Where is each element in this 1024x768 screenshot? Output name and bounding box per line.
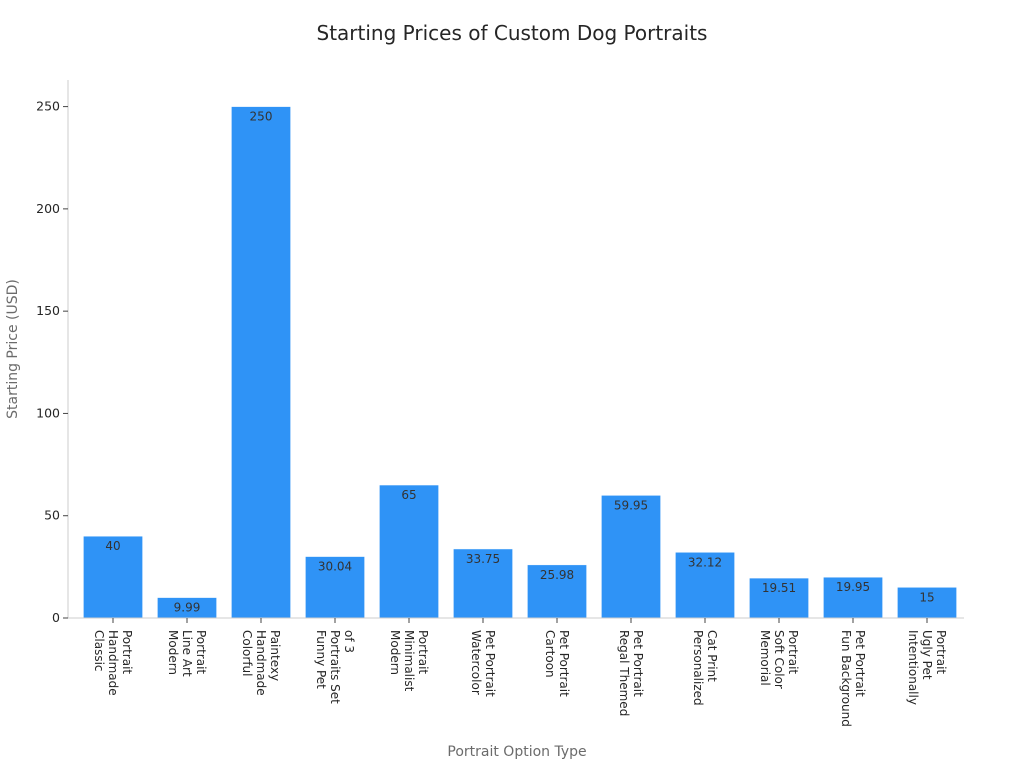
- x-tick-label-line: Pet Portrait: [557, 630, 571, 697]
- x-tick-label-line: Line Art: [180, 630, 194, 677]
- x-tick-label-line: Ugly Pet: [920, 630, 934, 680]
- bar-data-label: 250: [250, 110, 273, 124]
- x-tick-label-line: Classic: [92, 630, 106, 672]
- x-tick-label-line: Portrait: [194, 630, 208, 674]
- x-tick-label-line: Modern: [166, 630, 180, 675]
- x-tick-label-line: Paintexy: [268, 630, 282, 681]
- x-tick-label-line: Colorful: [240, 630, 254, 677]
- x-tick-label: Colorful Handmade Paintexy: [240, 630, 282, 696]
- bar: [897, 587, 957, 619]
- x-tick-label-line: Portrait: [416, 630, 430, 674]
- y-tick-label: 200: [36, 201, 60, 216]
- bar: [749, 577, 809, 619]
- x-tick-label-line: Handmade: [254, 630, 268, 696]
- x-tick-label-line: Pet Portrait: [631, 630, 645, 697]
- bar: [305, 556, 365, 619]
- y-tick-label: 250: [36, 99, 60, 114]
- x-tick-label-line: Memorial: [758, 630, 772, 686]
- y-tick-label: 0: [52, 610, 60, 625]
- x-axis-label: Portrait Option Type: [447, 744, 586, 760]
- chart-title: Starting Prices of Custom Dog Portraits: [317, 21, 708, 45]
- x-tick-label-line: Cartoon: [543, 630, 557, 678]
- x-tick-label: Cartoon Pet Portrait: [543, 630, 571, 697]
- bar-data-label: 19.95: [836, 580, 870, 594]
- x-tick-label-line: Fun Background: [839, 630, 853, 727]
- bar-data-label: 33.75: [466, 552, 500, 566]
- y-tick-label: 100: [36, 405, 60, 420]
- bar: [601, 495, 661, 619]
- x-tick-label-line: Intentionally: [906, 630, 920, 705]
- x-tick-label-line: Modern: [388, 630, 402, 675]
- bars-group: 40 9.99 250 30.04 65 33.75 25.98 59.95 32.12 19.5…: [83, 106, 957, 619]
- x-tick-label: Personalized Cat Print: [691, 630, 719, 706]
- bar-data-label: 25.98: [540, 568, 574, 582]
- bar-data-label: 40: [105, 539, 120, 553]
- x-tick-label-line: Pet Portrait: [483, 630, 497, 697]
- x-tick-label-line: Regal Themed: [617, 630, 631, 716]
- bar-data-label: 59.95: [614, 498, 648, 512]
- x-tick-label-line: Portrait: [120, 630, 134, 674]
- x-tick-label-line: Watercolor: [469, 630, 483, 695]
- x-tick-label: Classic Handmade Portrait: [92, 630, 134, 696]
- x-tick-label: Modern Line Art Portrait: [166, 630, 208, 677]
- y-tick-label: 150: [36, 303, 60, 318]
- y-axis-label: Starting Price (USD): [5, 279, 21, 419]
- x-axis: Classic Handmade Portrait Modern Line Art Por…: [68, 617, 964, 727]
- x-tick-label-line: Portraits Set: [328, 630, 342, 704]
- bar: [823, 576, 883, 619]
- bar: [379, 484, 439, 619]
- x-tick-label-line: of 3: [342, 630, 356, 653]
- x-tick-label-line: Portrait: [786, 630, 800, 674]
- bar-data-label: 30.04: [318, 560, 352, 574]
- x-tick-label: Memorial Soft Color Portrait: [758, 630, 800, 689]
- x-tick-label-line: Cat Print: [705, 630, 719, 682]
- x-tick-label: Regal Themed Pet Portrait: [617, 630, 645, 716]
- x-tick-label: Fun Background Pet Portrait: [839, 630, 867, 727]
- bar-data-label: 9.99: [174, 601, 201, 615]
- bar: [527, 564, 587, 619]
- bar: [231, 106, 291, 619]
- x-tick-label-line: Personalized: [691, 630, 705, 706]
- bar-data-label: 15: [919, 590, 934, 604]
- x-tick-label-line: Minimalist: [402, 630, 416, 692]
- bar-data-label: 65: [401, 488, 416, 502]
- x-tick-label-line: Pet Portrait: [853, 630, 867, 697]
- x-tick-label: Modern Minimalist Portrait: [388, 630, 430, 692]
- bar-data-label: 19.51: [762, 581, 796, 595]
- bar: [675, 552, 735, 619]
- x-tick-label-line: Soft Color: [772, 630, 786, 689]
- bar-data-label: 32.12: [688, 555, 722, 569]
- y-axis: 0 50 100 150 200 250: [36, 80, 69, 625]
- y-tick-label: 50: [44, 508, 60, 523]
- x-tick-label: Watercolor Pet Portrait: [469, 630, 497, 697]
- x-tick-label: Intentionally Ugly Pet Portrait: [906, 630, 948, 705]
- x-tick-label-line: Funny Pet: [314, 630, 328, 689]
- x-tick-label-line: Handmade: [106, 630, 120, 696]
- x-tick-label-line: Portrait: [934, 630, 948, 674]
- x-tick-label: Funny Pet Portraits Set of 3: [314, 630, 356, 704]
